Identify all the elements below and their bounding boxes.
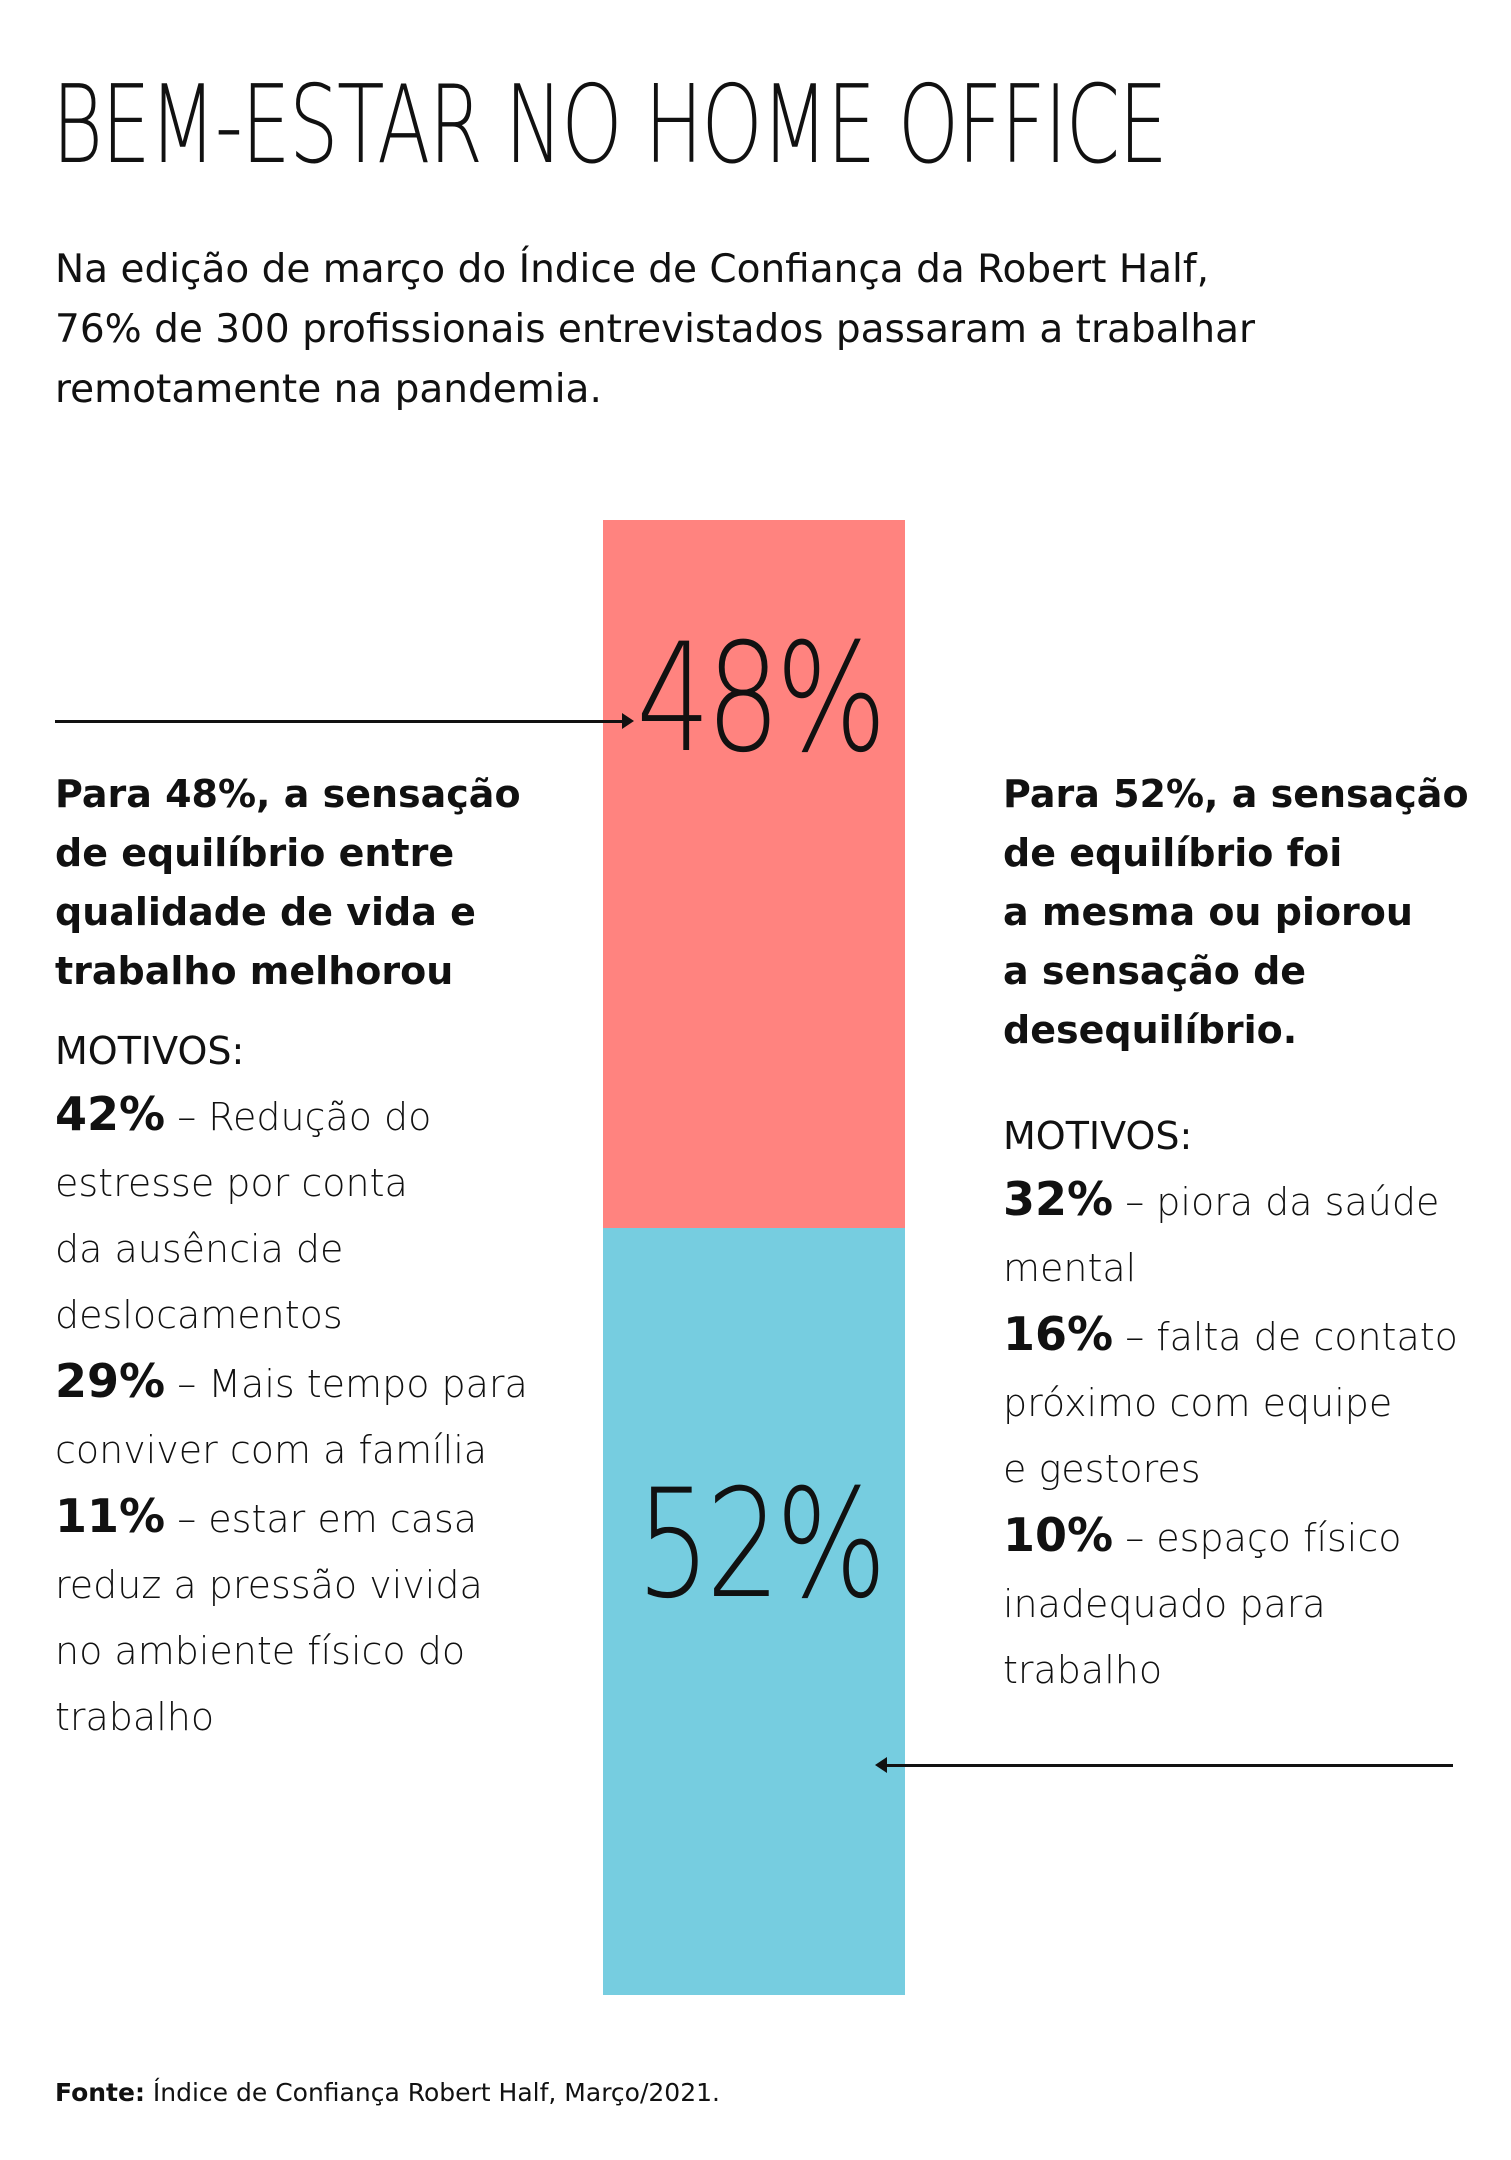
arrow-left-icon [875, 1757, 887, 1773]
reason-line: no ambiente físico do [55, 1629, 466, 1673]
right-annotation: Para 52%, a sensação de equilíbrio foi a… [1003, 765, 1503, 1703]
source-footer: Fonte: Índice de Confiança Robert Half, … [55, 2078, 720, 2107]
stacked-bar: 48% 52% [603, 520, 905, 1995]
reason-line: 32% – piora da saúde [1003, 1172, 1440, 1226]
lead-line: trabalho melhorou [55, 949, 454, 993]
reason-pct: 11% [55, 1489, 166, 1543]
page-title: BEM-ESTAR NO HOME OFFICE [52, 63, 1168, 188]
arrow-right-line [885, 1764, 1453, 1767]
lead-line: de equilíbrio entre [55, 831, 455, 875]
left-lead: Para 48%, a sensação de equilíbrio entre… [55, 765, 575, 1001]
bar-label-improved: 48% [636, 612, 887, 787]
reason-line: deslocamentos [55, 1293, 343, 1337]
bar-segment-improved [603, 520, 905, 1228]
reason-line: reduz a pressão vivida [55, 1563, 483, 1607]
reason-line: inadequado para [1003, 1582, 1326, 1626]
lead-line: de equilíbrio foi [1003, 831, 1343, 875]
lead-line: a mesma ou piorou [1003, 890, 1413, 934]
reason-line: 29% – Mais tempo para [55, 1354, 528, 1408]
arrow-right-icon [622, 713, 634, 729]
lead-line: Para 52%, a sensação [1003, 772, 1469, 816]
source-text: Índice de Confiança Robert Half, Março/2… [144, 2078, 720, 2107]
reason-line: e gestores [1003, 1447, 1201, 1491]
reason-line: mental [1003, 1246, 1137, 1290]
source-label: Fonte: [55, 2078, 145, 2107]
reason-pct: 29% [55, 1354, 166, 1408]
lead-line: a sensação de [1003, 949, 1307, 993]
intro-line: remotamente na pandemia. [55, 367, 602, 412]
right-reasons: 32% – piora da saúde mental 16% – falta … [1003, 1166, 1503, 1703]
reason-line: 11% – estar em casa [55, 1489, 478, 1543]
reason-line: 10% – espaço físico [1003, 1508, 1402, 1562]
left-reasons: 42% – Redução do estresse por conta da a… [55, 1081, 575, 1750]
reason-pct: 32% [1003, 1172, 1114, 1226]
intro-text: Na edição de março do Índice de Confianç… [55, 240, 1435, 420]
lead-line: desequilíbrio. [1003, 1008, 1298, 1052]
arrow-left-line [55, 720, 625, 723]
reason-pct: 42% [55, 1087, 166, 1141]
lead-line: Para 48%, a sensação [55, 772, 521, 816]
reason-line: próximo com equipe [1003, 1381, 1393, 1425]
reason-line: da ausência de [55, 1227, 344, 1271]
reason-line: 42% – Redução do [55, 1087, 432, 1141]
reason-line: conviver com a família [55, 1428, 488, 1472]
intro-line: Na edição de março do Índice de Confianç… [55, 247, 1210, 292]
left-motivos-heading: MOTIVOS: [55, 1029, 245, 1073]
intro-line: 76% de 300 profissionais entrevistados p… [55, 307, 1256, 352]
reason-pct: 10% [1003, 1508, 1114, 1562]
lead-line: qualidade de vida e [55, 890, 476, 934]
reason-line: estresse por conta [55, 1161, 408, 1205]
reason-line: trabalho [55, 1695, 215, 1739]
left-annotation: Para 48%, a sensação de equilíbrio entre… [55, 765, 575, 1750]
bar-segment-same-or-worse [603, 1228, 905, 1995]
right-lead: Para 52%, a sensação de equilíbrio foi a… [1003, 765, 1503, 1060]
right-motivos-heading: MOTIVOS: [1003, 1114, 1193, 1158]
reason-line: trabalho [1003, 1648, 1163, 1692]
bar-label-same-or-worse: 52% [636, 1458, 887, 1633]
reason-line: 16% – falta de contato [1003, 1307, 1458, 1361]
reason-pct: 16% [1003, 1307, 1114, 1361]
